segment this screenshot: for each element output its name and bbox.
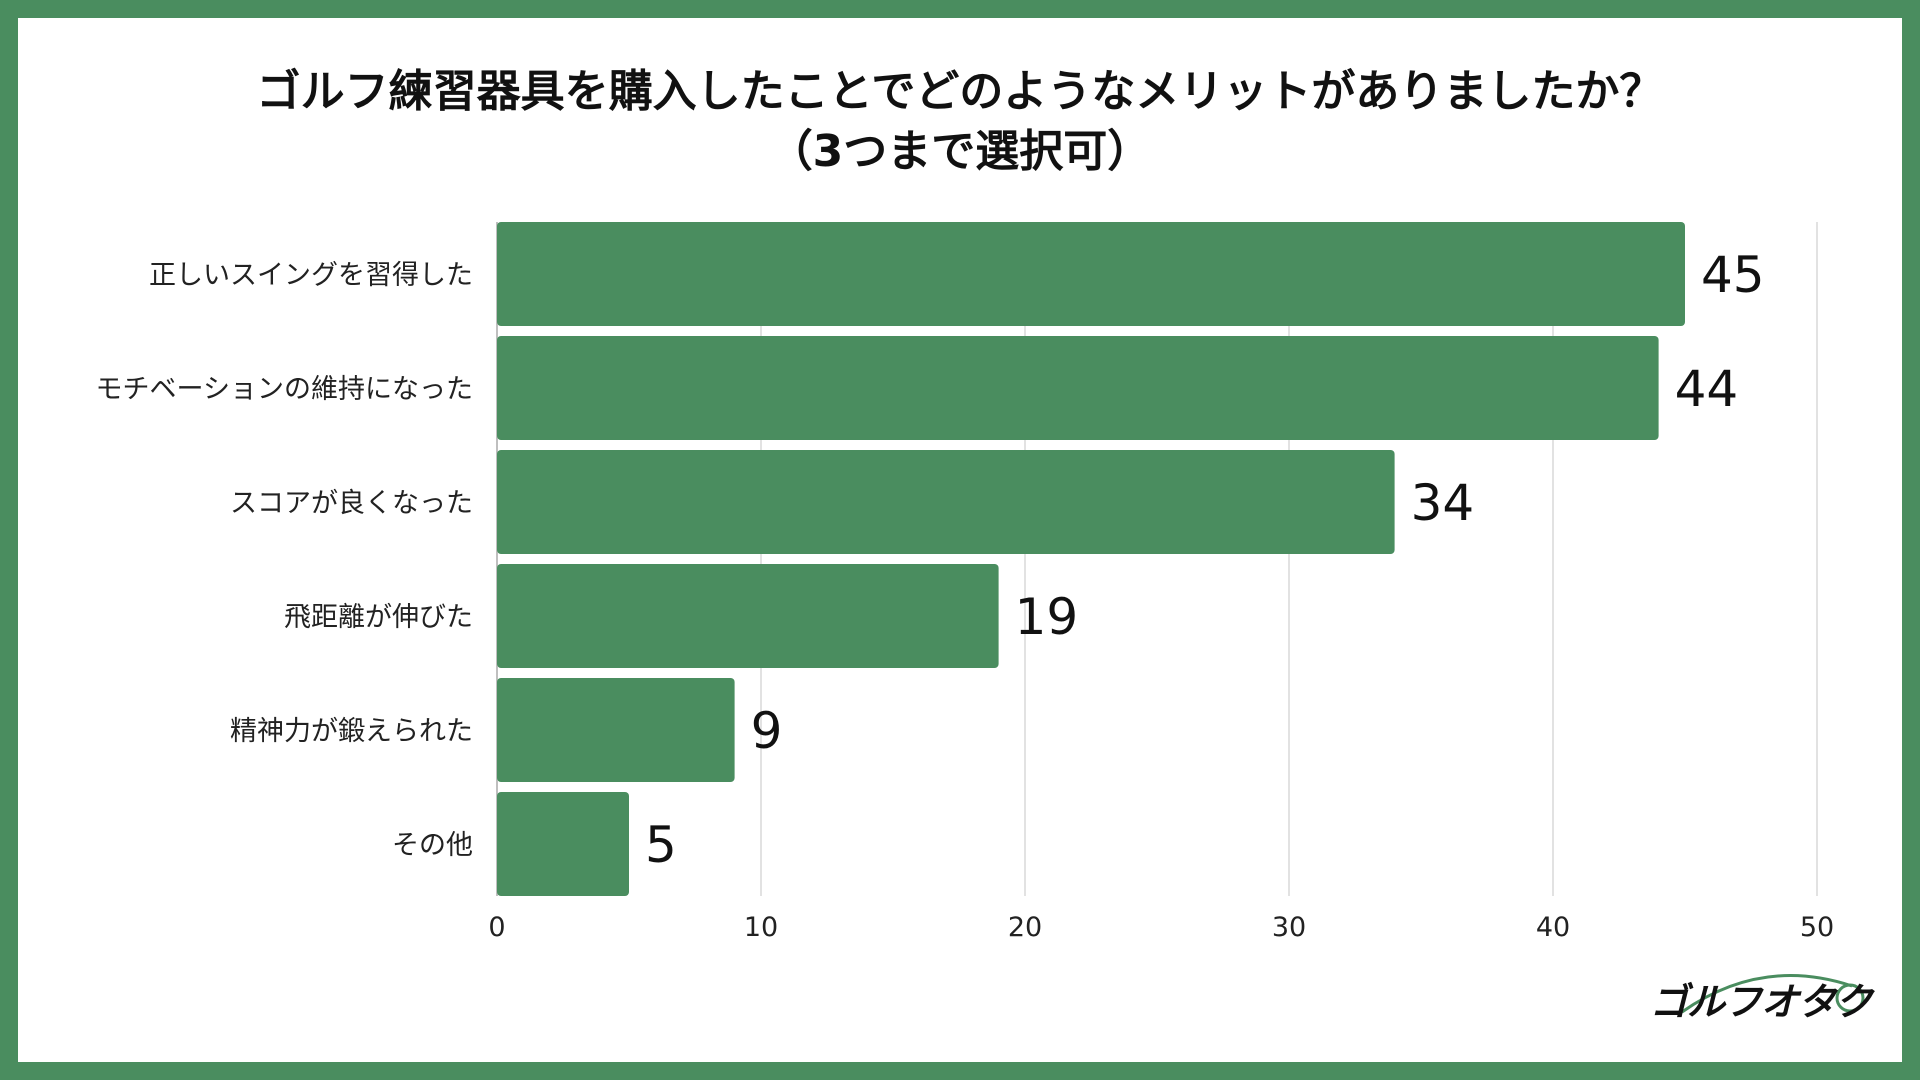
x-tick-label-20: 20 xyxy=(1008,912,1042,943)
value-label-1: 44 xyxy=(1675,360,1739,418)
bar-2 xyxy=(497,450,1395,554)
bar-0 xyxy=(497,222,1685,326)
value-label-5: 5 xyxy=(645,816,677,874)
bar-1 xyxy=(497,336,1659,440)
chart-title-line1: ゴルフ練習器具を購入したことでどのようなメリットがありましたか？ xyxy=(256,66,1664,117)
value-label-4: 9 xyxy=(751,702,783,760)
brand-logo-text: ゴルフオタク xyxy=(1649,980,1873,1024)
value-label-3: 19 xyxy=(1015,588,1079,646)
brand-logo: ゴルフオタク xyxy=(1650,964,1873,1034)
x-tick-label-10: 10 xyxy=(744,912,778,943)
x-tick-label-50: 50 xyxy=(1800,912,1834,943)
bar-3 xyxy=(497,564,999,668)
value-label-2: 34 xyxy=(1411,474,1475,532)
category-label-1: モチベーションの維持になった xyxy=(96,374,473,405)
value-label-0: 45 xyxy=(1701,246,1765,304)
bar-5 xyxy=(497,792,629,896)
chart-title-line2: （3つまで選択可） xyxy=(768,126,1152,177)
category-label-2: スコアが良くなった xyxy=(230,488,473,519)
golf-swoosh-icon xyxy=(1681,974,1865,1014)
category-label-5: その他 xyxy=(392,830,473,861)
x-tick-label-0: 0 xyxy=(488,912,505,943)
x-tick-label-40: 40 xyxy=(1536,912,1570,943)
chart-title: ゴルフ練習器具を購入したことでどのようなメリットがありましたか？ （3つまで選択… xyxy=(0,62,1920,182)
category-label-0: 正しいスイングを習得した xyxy=(149,260,473,291)
bar-4 xyxy=(497,678,735,782)
category-label-3: 飛距離が伸びた xyxy=(284,602,473,633)
category-label-4: 精神力が鍛えられた xyxy=(230,716,473,747)
x-tick-label-30: 30 xyxy=(1272,912,1306,943)
